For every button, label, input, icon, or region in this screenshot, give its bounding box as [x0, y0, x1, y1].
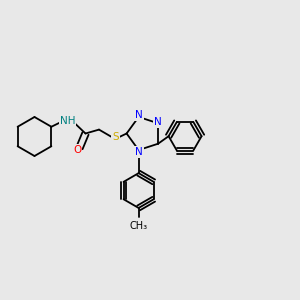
Text: N: N	[135, 110, 142, 121]
Text: N: N	[135, 146, 142, 157]
Text: O: O	[73, 145, 81, 155]
Text: NH: NH	[60, 116, 75, 127]
Text: N: N	[154, 117, 162, 127]
Text: CH₃: CH₃	[130, 220, 148, 230]
Text: S: S	[112, 132, 119, 142]
